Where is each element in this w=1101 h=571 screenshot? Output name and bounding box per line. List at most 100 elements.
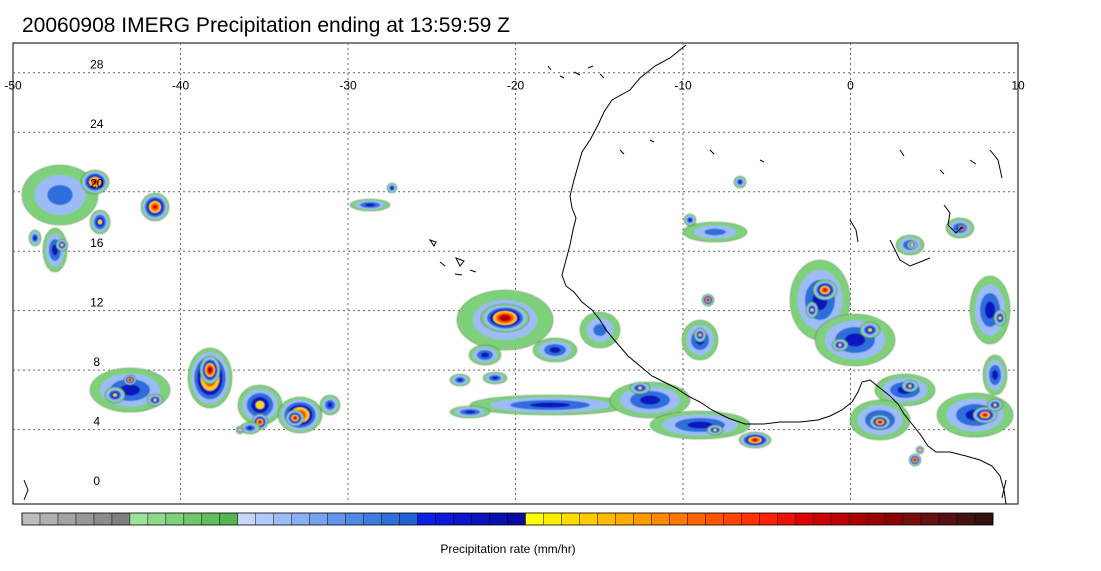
precip-cell xyxy=(649,410,751,440)
lat-tick-label: 16 xyxy=(90,236,104,250)
colorbar-swatch xyxy=(111,513,131,525)
colorbar-swatch xyxy=(507,513,526,525)
precip-cell xyxy=(239,421,261,435)
colorbar-swatch xyxy=(615,513,634,525)
precip-cell xyxy=(693,327,707,343)
colorbar-swatch xyxy=(597,513,616,525)
coastline xyxy=(23,44,1007,505)
precip-cell xyxy=(629,381,651,395)
colorbar-swatch xyxy=(129,513,149,525)
precip-cell xyxy=(480,303,530,333)
lat-tick-labels: 28 24 20 16 12 8 4 0 xyxy=(90,58,104,488)
map-title: 20060908 IMERG Precipitation ending at 1… xyxy=(22,14,510,37)
lon-tick-label: -40 xyxy=(172,79,190,93)
colorbar-swatch xyxy=(561,513,580,525)
colorbar-swatch xyxy=(219,513,238,525)
precip-cell xyxy=(468,344,502,366)
lat-tick-label: 8 xyxy=(93,355,100,369)
colorbar-swatch xyxy=(903,513,922,525)
colorbar-swatch xyxy=(39,513,59,525)
precip-cell xyxy=(701,293,715,307)
precip-cell xyxy=(993,309,1007,327)
colorbar-swatch xyxy=(435,513,454,525)
colorbar-swatch xyxy=(363,513,382,525)
precip-cell xyxy=(146,393,164,407)
precip-cell xyxy=(915,445,925,455)
colorbar-swatch xyxy=(849,513,868,525)
precip-cell xyxy=(349,198,391,212)
lat-tick-label: 12 xyxy=(90,296,104,310)
precip-cell xyxy=(237,384,283,426)
precip-cell xyxy=(986,398,1004,412)
colorbar-swatch xyxy=(543,513,562,525)
colorbar-swatch xyxy=(867,513,886,525)
lon-tick-labels: -50 -40 -30 -20 -10 0 10 xyxy=(4,79,1025,93)
colorbar-swatch xyxy=(795,513,814,525)
precip-cell xyxy=(482,371,508,385)
precip-cell xyxy=(812,279,838,301)
precip-cell xyxy=(386,182,398,194)
colorbar-swatch xyxy=(813,513,832,525)
precip-cell xyxy=(579,311,621,349)
precip-cell xyxy=(89,209,111,235)
colorbar-swatch xyxy=(777,513,796,525)
lon-tick-label: -20 xyxy=(507,79,525,93)
lat-tick-label: 4 xyxy=(93,415,100,429)
precip-cell xyxy=(814,313,896,367)
colorbar-swatch xyxy=(471,513,490,525)
colorbar-swatch xyxy=(633,513,652,525)
colorbar-swatch xyxy=(921,513,940,525)
precip-cell xyxy=(859,321,881,339)
colorbar-swatch xyxy=(381,513,400,525)
precip-cell xyxy=(901,379,919,393)
colorbar-swatch xyxy=(687,513,706,525)
precip-cell xyxy=(969,275,1011,345)
colorbar-swatch xyxy=(93,513,113,525)
colorbar-swatch xyxy=(399,513,418,525)
colorbar-swatch xyxy=(705,513,724,525)
precip-cell xyxy=(285,409,305,427)
precip-cell xyxy=(805,301,819,319)
precip-cell xyxy=(21,164,99,226)
colorbar-swatch xyxy=(885,513,904,525)
colorbar-swatch xyxy=(255,513,274,525)
precip-cell xyxy=(449,373,471,387)
colorbar-swatch xyxy=(453,513,472,525)
precip-cell xyxy=(104,386,126,404)
precip-cell xyxy=(319,394,341,416)
colorbar-label: Precipitation rate (mm/hr) xyxy=(440,542,576,556)
lon-tick-label: 10 xyxy=(1011,79,1025,93)
precip-cell xyxy=(906,240,918,250)
colorbar-swatch xyxy=(939,513,958,525)
precip-cell xyxy=(140,192,170,222)
lon-tick-label: -50 xyxy=(4,79,22,93)
precip-cell xyxy=(80,169,110,195)
lon-tick-label: 0 xyxy=(847,79,854,93)
gridlines xyxy=(13,43,1018,504)
colorbar-swatch xyxy=(22,513,41,525)
colorbar-swatch xyxy=(147,513,167,525)
lon-tick-label: -10 xyxy=(674,79,692,93)
colorbar-swatch xyxy=(957,513,976,525)
precip-cell xyxy=(706,424,724,436)
colorbar-swatch xyxy=(57,513,77,525)
colorbar-swatch xyxy=(579,513,598,525)
precip-cell xyxy=(683,213,697,227)
lat-tick-label: 28 xyxy=(90,58,104,72)
colorbar-swatch xyxy=(309,513,328,525)
colorbar-swatch xyxy=(489,513,508,525)
precip-cell xyxy=(972,406,998,424)
precip-cell xyxy=(55,238,69,252)
precip-cell xyxy=(738,431,772,449)
colorbar-swatch xyxy=(975,513,994,525)
lat-tick-label: 20 xyxy=(90,177,104,191)
precip-cell xyxy=(733,175,747,189)
lon-tick-label: -30 xyxy=(339,79,357,93)
precip-cell xyxy=(123,374,137,386)
precip-cell xyxy=(469,394,631,416)
colorbar-swatch xyxy=(201,513,220,525)
precip-cell xyxy=(831,338,849,352)
colorbar-swatch xyxy=(183,513,203,525)
colorbar-swatch xyxy=(165,513,185,525)
precip-cell xyxy=(28,229,42,247)
